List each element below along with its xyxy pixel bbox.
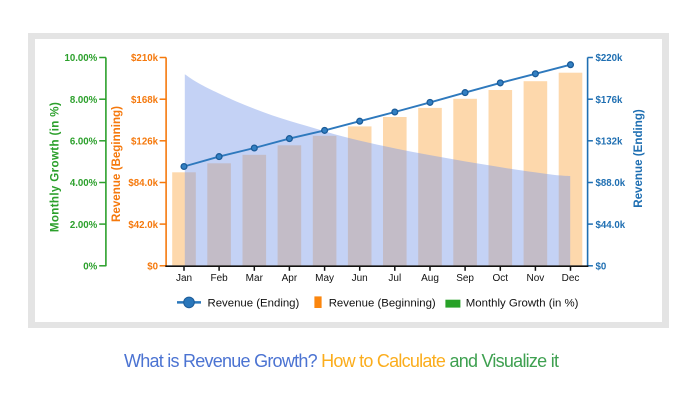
svg-text:$44.0k: $44.0k — [596, 220, 626, 231]
svg-text:Sep: Sep — [456, 273, 474, 284]
svg-text:Revenue (Ending): Revenue (Ending) — [632, 109, 645, 208]
svg-text:$132k: $132k — [596, 137, 624, 148]
svg-text:Monthly Growth (in %): Monthly Growth (in %) — [48, 102, 61, 232]
svg-text:4.00%: 4.00% — [70, 178, 98, 189]
svg-text:$84.0k: $84.0k — [128, 178, 158, 189]
svg-text:$210k: $210k — [131, 53, 159, 64]
svg-text:$126k: $126k — [131, 137, 159, 148]
svg-text:Dec: Dec — [562, 273, 580, 284]
svg-text:8.00%: 8.00% — [70, 95, 98, 106]
svg-text:10.00%: 10.00% — [64, 53, 97, 64]
svg-text:$176k: $176k — [596, 95, 624, 106]
svg-text:$0: $0 — [596, 262, 607, 273]
svg-text:Jan: Jan — [176, 273, 192, 284]
svg-text:Feb: Feb — [210, 273, 228, 284]
svg-text:Mar: Mar — [246, 273, 264, 284]
svg-text:$220k: $220k — [596, 53, 624, 64]
svg-text:$0: $0 — [147, 262, 158, 273]
svg-text:2.00%: 2.00% — [70, 220, 98, 231]
svg-text:Jul: Jul — [388, 273, 401, 284]
svg-text:Jun: Jun — [352, 273, 368, 284]
svg-text:Oct: Oct — [493, 273, 509, 284]
svg-text:Revenue (Beginning): Revenue (Beginning) — [329, 298, 436, 310]
svg-text:$168k: $168k — [131, 95, 159, 106]
svg-text:0%: 0% — [83, 262, 97, 273]
svg-text:Revenue (Beginning): Revenue (Beginning) — [110, 106, 123, 222]
svg-text:$88.0k: $88.0k — [596, 178, 626, 189]
svg-text:May: May — [315, 273, 334, 284]
svg-text:Revenue (Ending): Revenue (Ending) — [208, 298, 300, 310]
svg-text:$42.0k: $42.0k — [128, 220, 158, 231]
svg-text:Nov: Nov — [527, 273, 545, 284]
svg-text:Apr: Apr — [282, 273, 298, 284]
svg-text:Aug: Aug — [421, 273, 439, 284]
svg-text:Monthly Growth (in %): Monthly Growth (in %) — [466, 298, 579, 310]
svg-text:6.00%: 6.00% — [70, 137, 98, 148]
